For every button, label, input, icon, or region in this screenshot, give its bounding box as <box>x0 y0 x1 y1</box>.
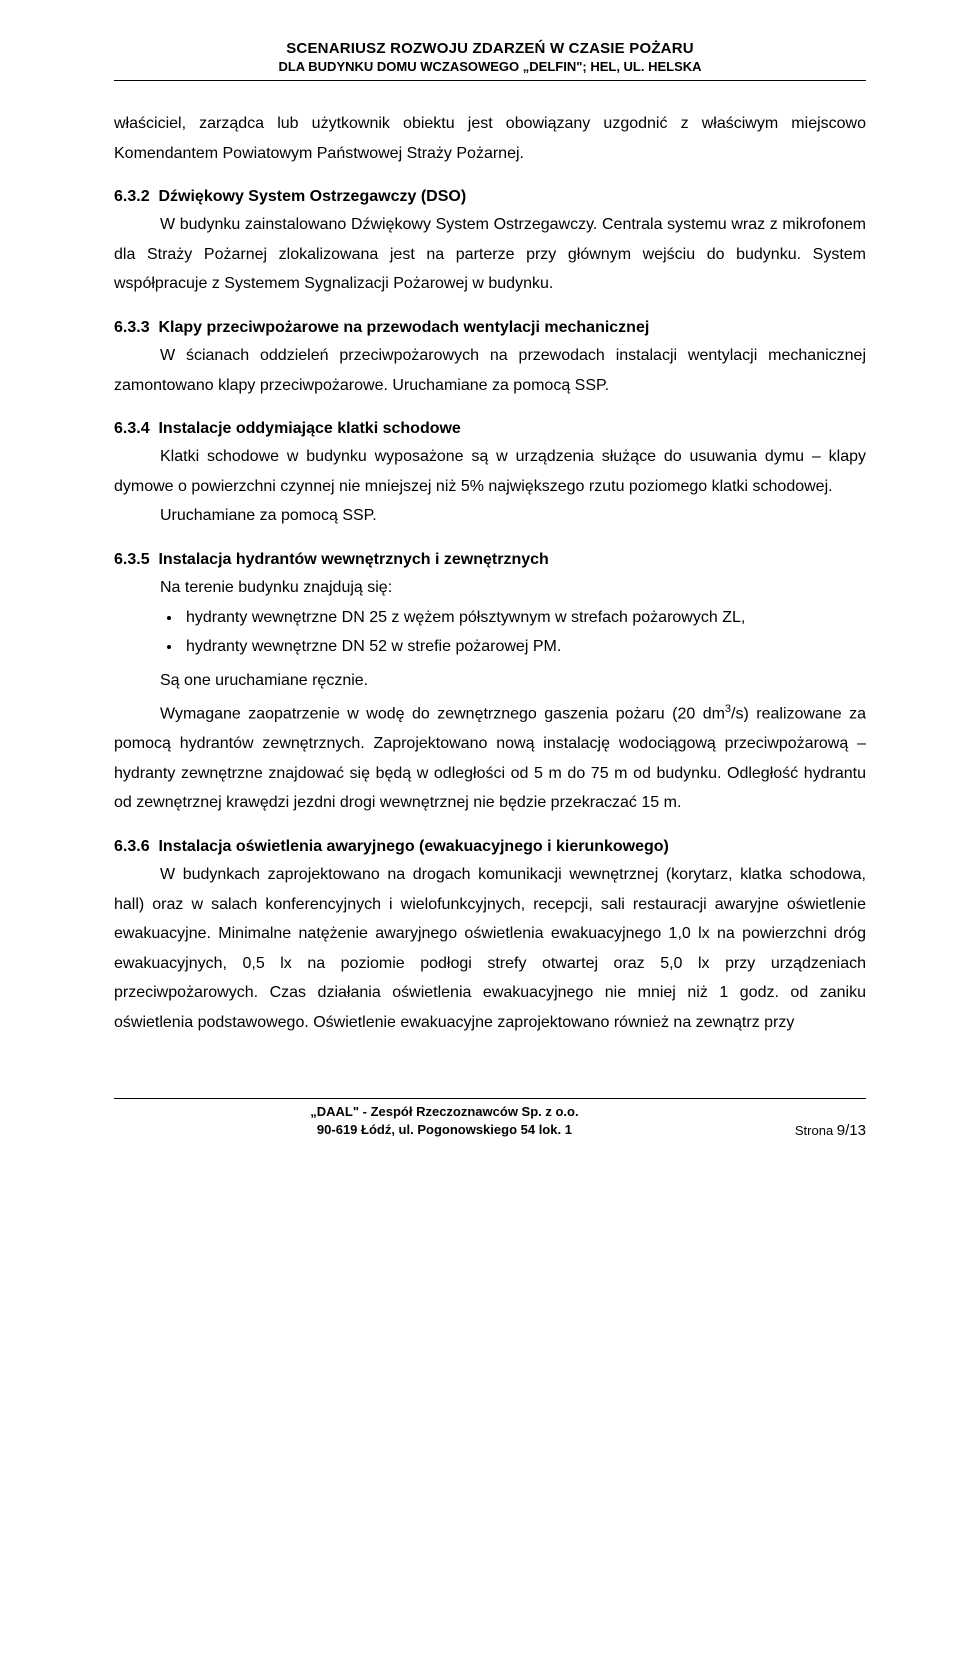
page-header: SCENARIUSZ ROZWOJU ZDARZEŃ W CZASIE POŻA… <box>114 40 866 74</box>
section-lead-635: Na terenie budynku znajdują się: <box>114 573 866 603</box>
section-title: Instalacja hydrantów wewnętrznych i zewn… <box>158 551 548 568</box>
section-body-632: W budynku zainstalowano Dźwiękowy System… <box>114 210 866 299</box>
section-num: 6.3.2 <box>114 188 150 205</box>
text-run: Wymagane zaopatrzenie w wodę do zewnętrz… <box>160 706 725 723</box>
section-heading-633: 6.3.3 Klapy przeciwpożarowe na przewodac… <box>114 319 866 337</box>
list-item: hydranty wewnętrzne DN 52 w strefie poża… <box>182 632 866 662</box>
header-divider <box>114 80 866 81</box>
section-body-636: W budynkach zaprojektowano na drogach ko… <box>114 860 866 1038</box>
section-title: Klapy przeciwpożarowe na przewodach went… <box>158 319 649 336</box>
section-title: Instalacje oddymiające klatki schodowe <box>158 420 460 437</box>
intro-paragraph: właściciel, zarządca lub użytkownik obie… <box>114 109 866 168</box>
section-heading-632: 6.3.2 Dźwiękowy System Ostrzegawczy (DSO… <box>114 188 866 206</box>
section-heading-635: 6.3.5 Instalacja hydrantów wewnętrznych … <box>114 551 866 569</box>
section-title: Dźwiękowy System Ostrzegawczy (DSO) <box>158 188 466 205</box>
section-title: Instalacja oświetlenia awaryjnego (ewaku… <box>158 838 668 855</box>
header-subtitle: DLA BUDYNKU DOMU WCZASOWEGO „DELFIN"; HE… <box>114 59 866 74</box>
section-after2-635: Wymagane zaopatrzenie w wodę do zewnętrz… <box>114 699 866 818</box>
section-body-634b: Uruchamiane za pomocą SSP. <box>114 501 866 531</box>
section-num: 6.3.6 <box>114 838 150 855</box>
section-body-633: W ścianach oddzieleń przeciwpożarowych n… <box>114 341 866 400</box>
section-heading-634: 6.3.4 Instalacje oddymiające klatki scho… <box>114 420 866 438</box>
footer-line1: „DAAL" - Zespół Rzeczoznawców Sp. z o.o. <box>114 1103 775 1121</box>
list-item: hydranty wewnętrzne DN 25 z wężem półszt… <box>182 603 866 633</box>
footer-line2: 90-619 Łódź, ul. Pogonowskiego 54 lok. 1 <box>114 1121 775 1139</box>
page-label: Strona <box>795 1123 837 1138</box>
bullet-list-635: hydranty wewnętrzne DN 25 z wężem półszt… <box>114 603 866 662</box>
header-title: SCENARIUSZ ROZWOJU ZDARZEŃ W CZASIE POŻA… <box>114 40 866 57</box>
page-footer: „DAAL" - Zespół Rzeczoznawców Sp. z o.o.… <box>114 1098 866 1139</box>
footer-page: Strona 9/13 <box>795 1122 866 1139</box>
section-body-634: Klatki schodowe w budynku wyposażone są … <box>114 442 866 501</box>
section-num: 6.3.5 <box>114 551 150 568</box>
section-heading-636: 6.3.6 Instalacja oświetlenia awaryjnego … <box>114 838 866 856</box>
section-num: 6.3.3 <box>114 319 150 336</box>
document-page: SCENARIUSZ ROZWOJU ZDARZEŃ W CZASIE POŻA… <box>0 0 960 1179</box>
footer-company: „DAAL" - Zespół Rzeczoznawców Sp. z o.o.… <box>114 1103 775 1139</box>
page-number: 9/13 <box>837 1122 866 1139</box>
section-after1-635: Są one uruchamiane ręcznie. <box>114 666 866 696</box>
section-num: 6.3.4 <box>114 420 150 437</box>
